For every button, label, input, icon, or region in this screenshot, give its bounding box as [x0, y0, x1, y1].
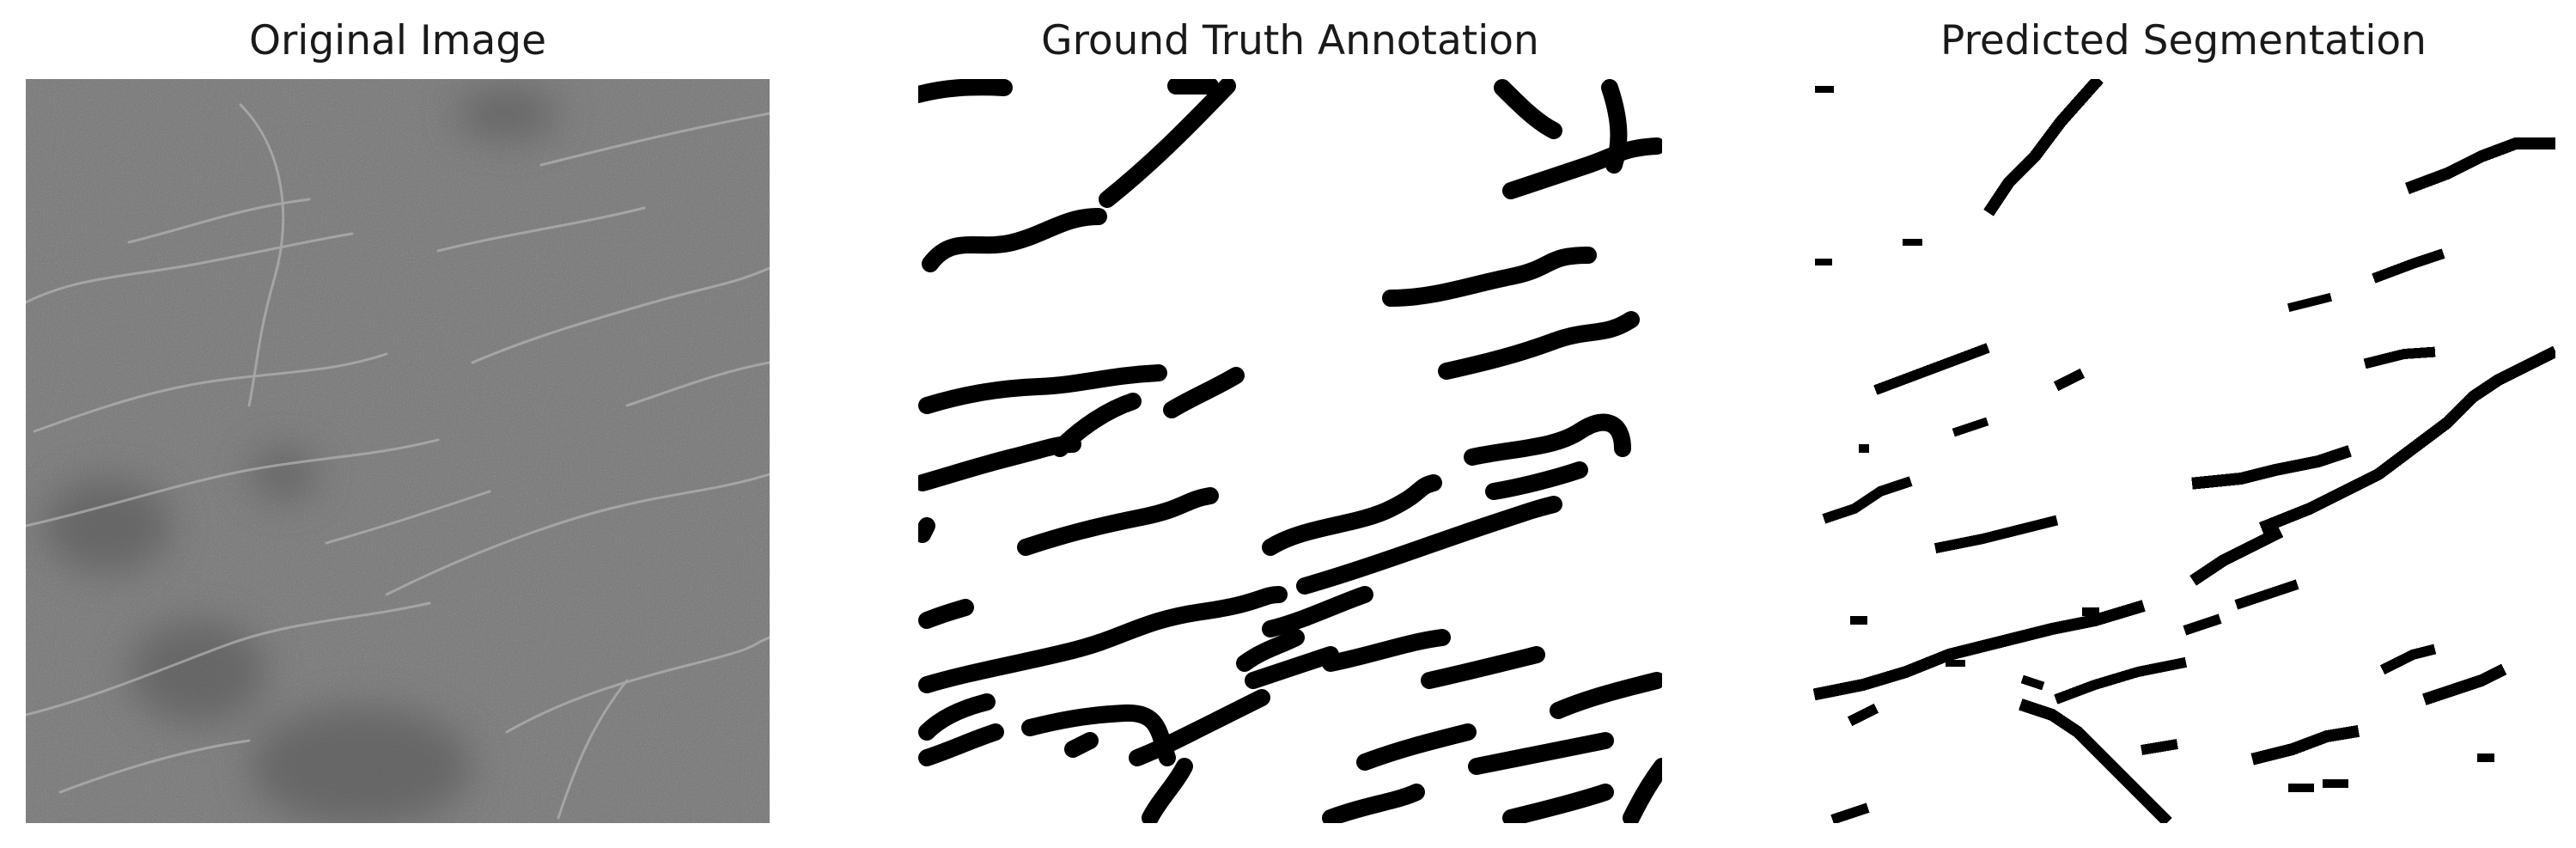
panel-title-ground-truth: Ground Truth Annotation [1041, 17, 1539, 64]
prediction-panel [1812, 79, 2555, 823]
panel-title-prediction: Predicted Segmentation [1940, 17, 2427, 64]
ground-truth-mask [918, 79, 1662, 823]
original-image [26, 79, 770, 823]
panel-title-original: Original Image [248, 17, 547, 64]
original-image-panel [26, 79, 770, 823]
predicted-mask [1812, 79, 2555, 823]
ground-truth-panel [918, 79, 1662, 823]
